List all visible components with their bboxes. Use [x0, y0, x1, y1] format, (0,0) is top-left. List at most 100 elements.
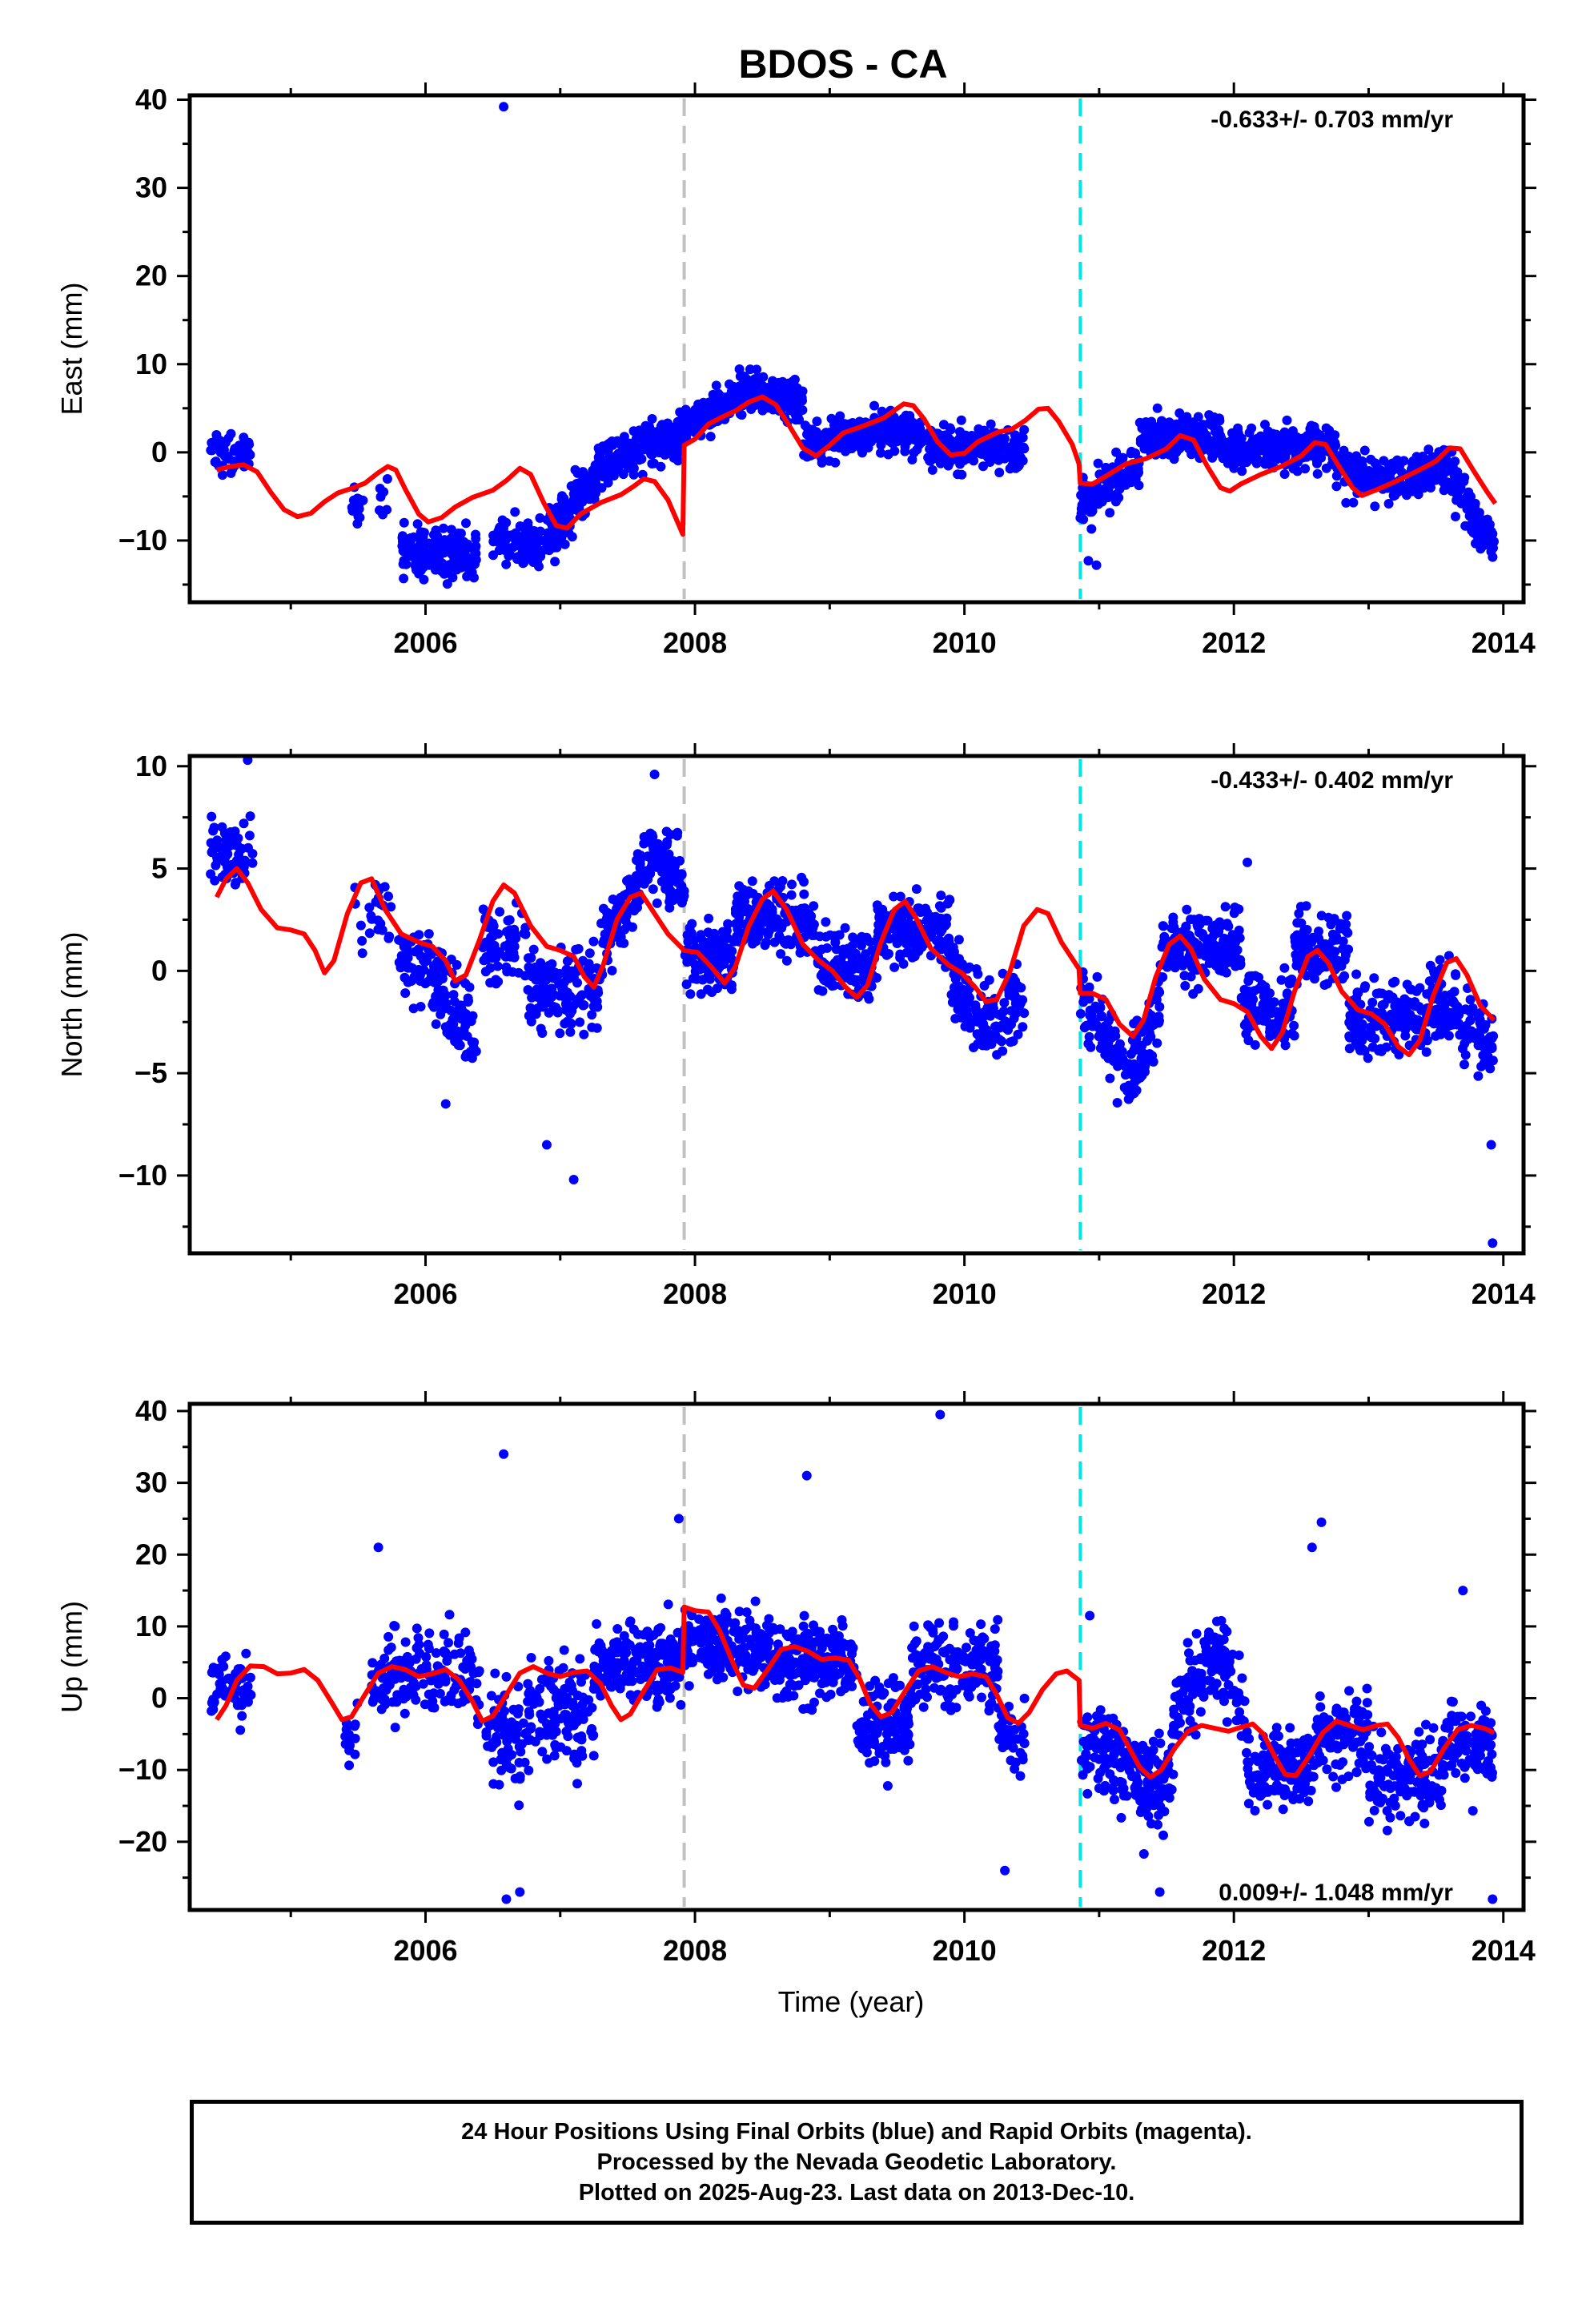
data-point — [1181, 921, 1191, 931]
data-point — [829, 980, 839, 991]
data-point — [488, 1757, 499, 1767]
data-point — [857, 931, 867, 942]
data-point — [503, 1752, 513, 1763]
data-point — [943, 460, 954, 471]
data-point — [1371, 1021, 1381, 1031]
data-point — [443, 1651, 453, 1662]
data-point — [941, 915, 950, 925]
data-point — [1166, 923, 1177, 934]
data-point — [350, 1719, 360, 1730]
data-point — [950, 983, 959, 993]
data-point — [220, 840, 231, 850]
data-point — [438, 523, 448, 533]
data-point — [1313, 431, 1323, 440]
data-point — [1178, 960, 1188, 971]
east-model-curve — [215, 394, 1498, 537]
data-point — [501, 962, 512, 972]
data-point — [734, 381, 745, 392]
data-point — [358, 495, 368, 505]
data-point — [567, 532, 577, 542]
data-point — [1086, 507, 1097, 517]
data-point — [1277, 1006, 1287, 1016]
data-point — [1233, 423, 1243, 433]
data-point — [714, 404, 725, 415]
data-point — [470, 543, 480, 553]
data-point — [703, 927, 713, 938]
data-point — [1137, 1049, 1147, 1059]
data-point — [460, 1664, 470, 1674]
data-point — [660, 883, 671, 894]
data-point — [442, 579, 452, 589]
data-point — [656, 862, 667, 871]
data-point — [881, 950, 892, 960]
data-point — [1307, 937, 1317, 947]
data-point — [991, 1021, 1002, 1031]
data-point — [1006, 1019, 1016, 1030]
data-point — [542, 545, 552, 555]
data-point — [1403, 1010, 1414, 1020]
data-point — [1427, 1013, 1438, 1023]
data-point — [1086, 1042, 1096, 1052]
data-point — [486, 932, 496, 943]
data-point — [1443, 1031, 1454, 1041]
data-point — [524, 1688, 534, 1699]
data-point — [851, 976, 861, 987]
data-point — [864, 994, 874, 1004]
data-point — [1276, 975, 1287, 985]
data-point — [734, 364, 745, 374]
data-point — [1370, 458, 1380, 468]
data-point — [1145, 432, 1155, 443]
data-point — [747, 876, 757, 887]
data-point — [1158, 972, 1168, 983]
data-point — [857, 940, 866, 951]
data-point — [1424, 976, 1435, 987]
data-point — [591, 488, 601, 498]
data-point — [898, 959, 909, 969]
data-point — [525, 1003, 536, 1013]
data-point — [244, 830, 255, 841]
data-point — [1363, 1053, 1373, 1063]
data-point — [1207, 923, 1218, 934]
data-point — [239, 855, 250, 866]
data-point — [523, 1696, 533, 1707]
data-point — [907, 455, 917, 464]
data-point — [536, 551, 546, 561]
data-point — [1235, 445, 1245, 456]
data-point — [1359, 445, 1370, 456]
data-point — [1220, 959, 1231, 969]
data-point — [1337, 919, 1347, 930]
data-point — [1287, 426, 1298, 436]
data-point — [494, 545, 504, 556]
data-point — [1254, 983, 1264, 994]
data-point — [1449, 987, 1460, 997]
north-y-axis-title: North (mm) — [55, 932, 88, 1078]
data-point — [462, 571, 472, 581]
data-point — [1441, 1006, 1451, 1016]
data-point — [821, 428, 831, 438]
data-point — [552, 542, 562, 553]
data-point — [1307, 959, 1317, 969]
data-point — [1421, 1047, 1431, 1057]
data-point — [729, 399, 739, 409]
data-point — [831, 944, 841, 955]
data-point — [1216, 437, 1227, 448]
data-point — [562, 972, 572, 983]
data-point — [1081, 1021, 1091, 1031]
data-point — [1243, 1035, 1254, 1046]
data-point — [665, 830, 676, 840]
data-point — [473, 1667, 484, 1678]
data-point — [383, 1678, 393, 1688]
data-point — [1331, 935, 1342, 945]
data-point — [510, 507, 520, 517]
data-point — [418, 532, 428, 542]
data-point — [558, 983, 568, 994]
data-point — [1271, 1023, 1280, 1034]
data-point — [979, 980, 990, 991]
data-point — [1339, 971, 1350, 981]
data-point — [712, 983, 722, 994]
data-point — [208, 1699, 219, 1709]
data-point — [1124, 1080, 1134, 1091]
data-point — [1087, 1021, 1098, 1031]
